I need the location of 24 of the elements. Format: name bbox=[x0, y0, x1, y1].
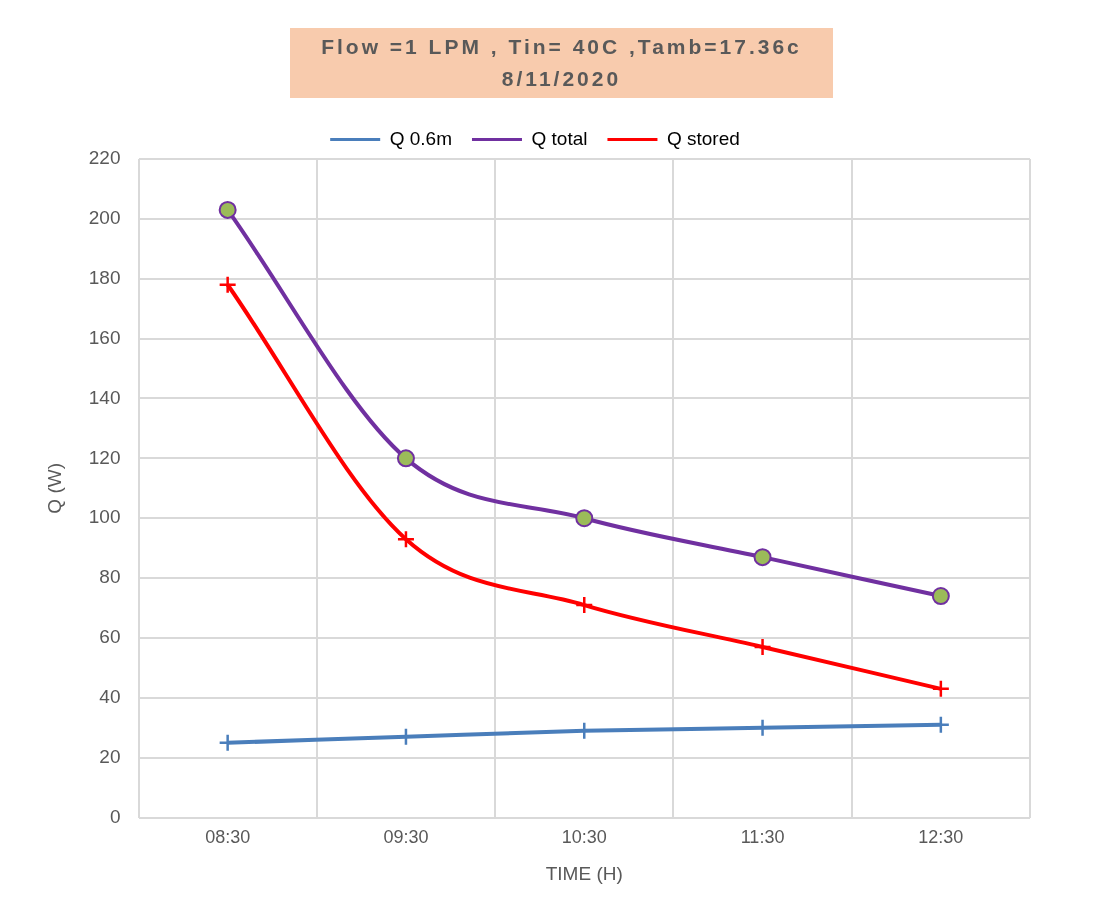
y-tick-label: 180 bbox=[88, 266, 121, 288]
y-tick-label: 160 bbox=[88, 326, 121, 348]
y-tick-label: 20 bbox=[99, 745, 121, 767]
y-tick-label: 40 bbox=[99, 686, 121, 708]
x-tick-label: 12:30 bbox=[918, 827, 964, 848]
chart-subtitle: 8/11/2020 bbox=[500, 66, 623, 92]
y-axis-title: Q (W) bbox=[43, 462, 65, 514]
chart-title: Flow =1 LPM , Tin= 40C ,Tamb=17.36c bbox=[320, 34, 803, 60]
y-tick-label: 140 bbox=[88, 386, 121, 408]
x-tick-label: 08:30 bbox=[205, 827, 251, 848]
y-tick-label: 220 bbox=[88, 147, 121, 169]
x-tick-label: 09:30 bbox=[383, 827, 429, 848]
x-tick-label: 11:30 bbox=[740, 827, 785, 848]
legend-label: Q total bbox=[531, 127, 588, 149]
legend-label: Q stored bbox=[666, 127, 740, 149]
x-axis-title: TIME (H) bbox=[545, 862, 623, 884]
x-tick-label: 10:30 bbox=[561, 827, 607, 848]
legend-label: Q 0.6m bbox=[389, 127, 452, 149]
y-tick-label: 0 bbox=[109, 805, 121, 827]
y-tick-label: 100 bbox=[88, 506, 121, 528]
y-tick-label: 200 bbox=[88, 207, 121, 229]
y-tick-label: 120 bbox=[88, 446, 121, 468]
y-tick-label: 80 bbox=[99, 566, 121, 588]
y-tick-label: 60 bbox=[99, 626, 121, 648]
